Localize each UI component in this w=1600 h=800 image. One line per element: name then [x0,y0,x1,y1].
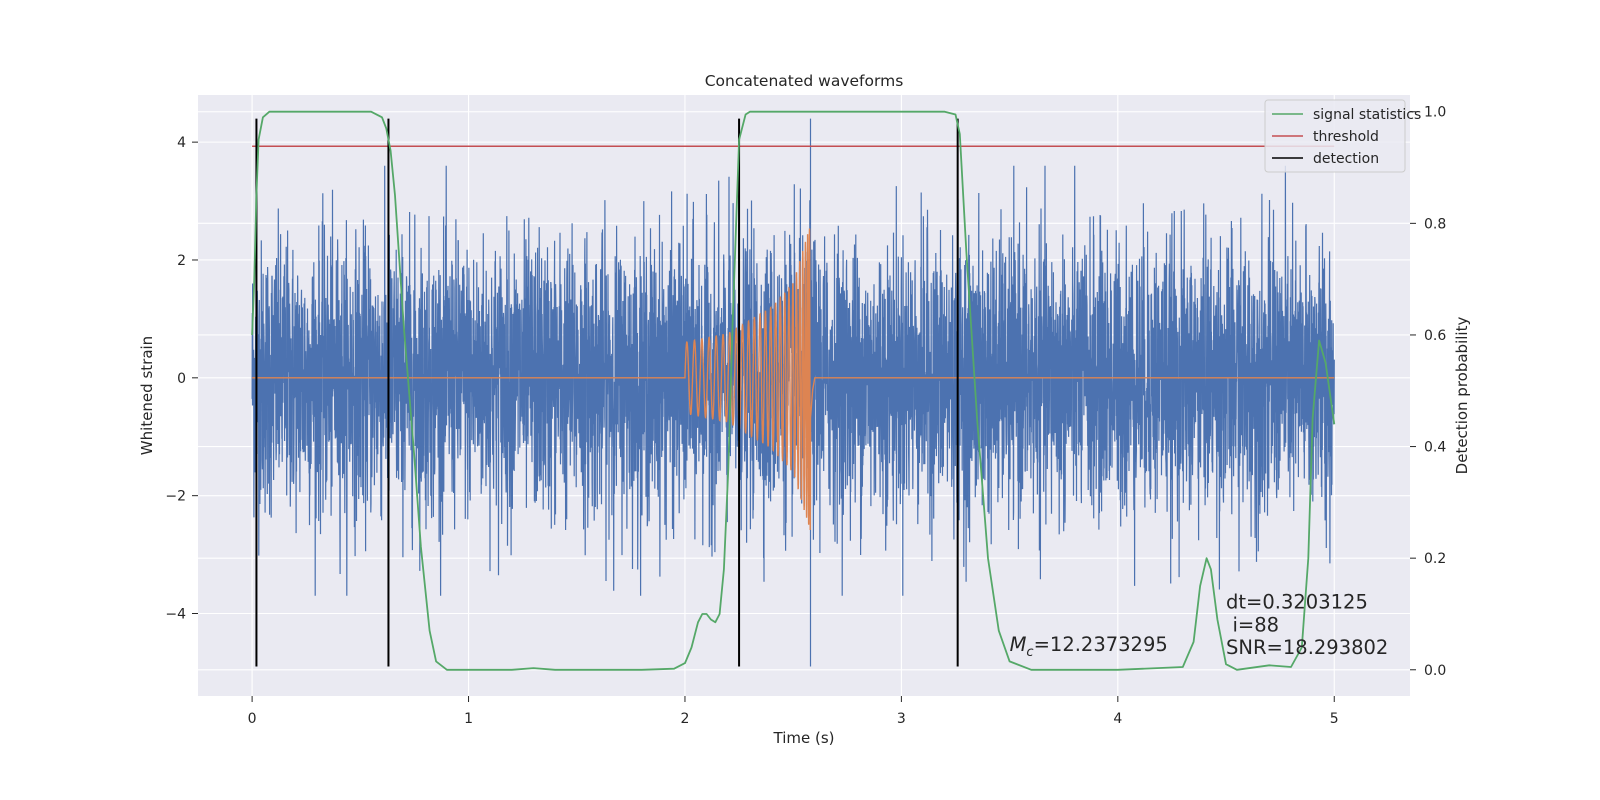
y-left-tick-label: 2 [177,253,186,269]
annotation-dt: dt=0.3203125 [1226,590,1368,613]
y-left-tick-label: −4 [165,607,186,623]
x-tick-label: 4 [1113,711,1122,727]
x-tick-label: 0 [248,711,257,727]
legend-label-threshold: threshold [1313,129,1379,145]
x-tick-label: 2 [681,711,690,727]
chart-title: Concatenated waveforms [705,72,904,90]
chirp-line [252,228,1335,531]
signal-statistics-line [251,110,1336,671]
x-tick-label: 3 [897,711,906,727]
x-tick-label: 1 [464,711,473,727]
y-axis-label-left: Whitened strain [138,336,156,455]
annotation-mc-subscript: c [1026,645,1033,660]
y-left-tick-label: −2 [165,489,186,505]
y-right-tick-label: 0.2 [1424,551,1446,567]
annotation-index: i=88 [1233,614,1280,637]
annotations: Mc=12.2373295 dt=0.3203125 i=88 SNR=18.2… [1010,590,1389,660]
y-left-tick-label: 0 [177,371,186,387]
x-tick-label: 5 [1330,711,1339,727]
annotation-snr: SNR=18.293802 [1226,636,1388,659]
detection-series [255,118,959,667]
legend-label-signal-statistics: signal statistics [1313,107,1421,123]
chirp-series [252,228,1335,531]
y-left-tick-label: 4 [177,135,186,151]
ticks: 0 1 2 3 4 5 −4 −2 0 2 4 0.0 0.2 0.4 0.6 0.8 1.0 [165,105,1446,727]
annotation-chirp-mass: Mc=12.2373295 [1010,633,1168,660]
y-right-tick-label: 0.4 [1424,440,1446,456]
y-axis-label-right: Detection probability [1453,317,1471,475]
signal-statistics-series [251,110,1336,671]
legend: signal statistics threshold detection [1264,99,1421,173]
legend-label-detection: detection [1313,151,1379,167]
y-right-tick-label: 0.8 [1424,216,1446,232]
y-right-tick-label: 1.0 [1424,105,1446,121]
annotation-mc-value: =12.2373295 [1034,633,1168,656]
y-right-tick-label: 0.0 [1424,663,1446,679]
x-axis-label: Time (s) [773,729,835,747]
y-right-tick-label: 0.6 [1424,328,1446,344]
legend-box [1264,99,1406,173]
annotation-mc-symbol: M [1010,633,1027,656]
